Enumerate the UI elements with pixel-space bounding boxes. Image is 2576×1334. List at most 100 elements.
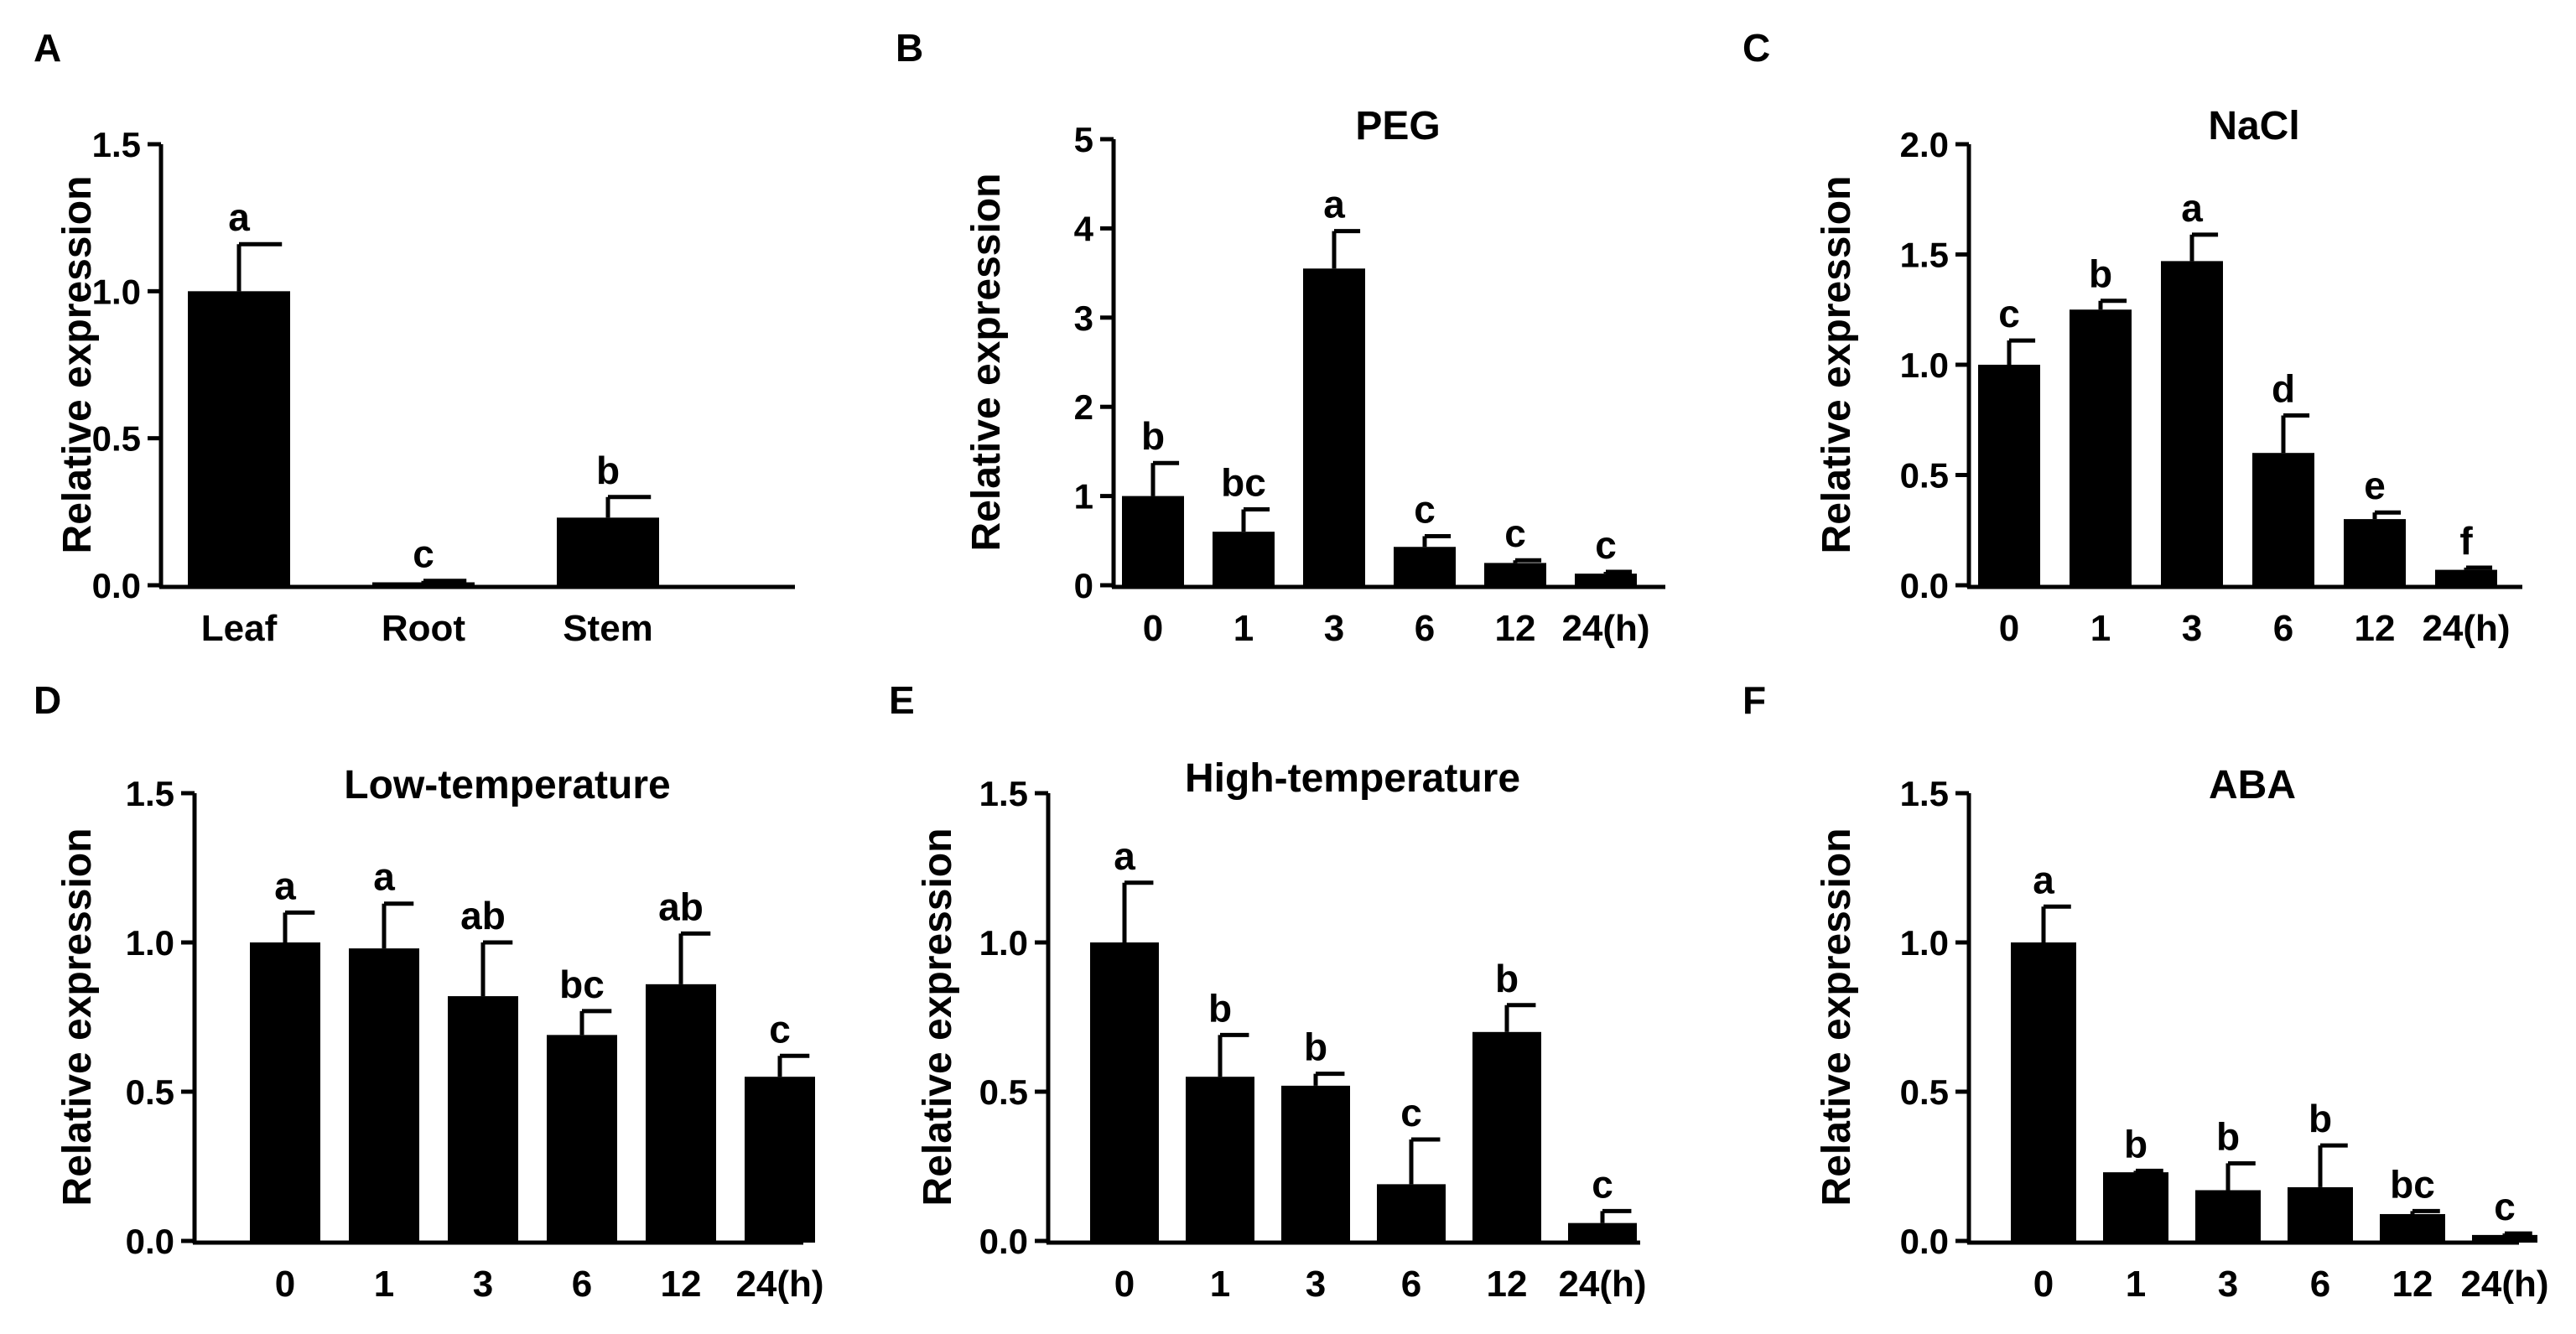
panel-f-y-tick-label: 1.5 xyxy=(1900,774,1949,813)
panel-c-title: NaCl xyxy=(2208,104,2299,148)
panel-d-x-tick-label: 3 xyxy=(473,1264,493,1305)
panel-c-bar xyxy=(2252,453,2314,587)
panel-b-bar xyxy=(1484,563,1546,587)
panel-e-x-tick-label: 6 xyxy=(1401,1264,1421,1305)
panel-e-significance-letter: b xyxy=(1208,986,1232,1030)
panel-b-y-tick-label: 2 xyxy=(1074,387,1093,427)
panel-d-x-tick-label: 6 xyxy=(572,1264,592,1305)
panel-a-y-tick-label: 0.5 xyxy=(92,419,141,459)
panel-c-bar xyxy=(2070,309,2132,587)
panel-b-title: PEG xyxy=(1355,104,1440,148)
panel-e-y-axis-label: Relative expression xyxy=(916,828,960,1207)
panel-e-bar xyxy=(1090,942,1159,1243)
panel-f-significance-letter: b xyxy=(2124,1122,2148,1165)
panel-d-x-tick-label: 0 xyxy=(275,1264,295,1305)
panel-e-significance-letter: c xyxy=(1592,1162,1613,1206)
panel-f-significance-letter: a xyxy=(2033,858,2054,901)
panel-f-bar xyxy=(2472,1234,2537,1243)
panel-e-significance-letter: b xyxy=(1495,957,1519,1000)
panel-c-bar xyxy=(2435,569,2497,587)
panel-e-x-tick-label: 12 xyxy=(1487,1264,1528,1305)
panel-c-y-tick-label: 1.5 xyxy=(1900,236,1949,275)
panel-f-y-axis-label: Relative expression xyxy=(1815,828,1859,1207)
panel-b-x-tick-label: 24(h) xyxy=(1561,608,1649,649)
panel-f-y-tick-label: 0.0 xyxy=(1900,1222,1949,1261)
panel-b-significance-letter: c xyxy=(1504,511,1526,555)
panel-d-y-tick-label: 1.0 xyxy=(126,923,174,963)
panel-d-title: Low-temperature xyxy=(344,763,670,807)
panel-e-significance-letter: b xyxy=(1304,1025,1327,1069)
panel-e-significance-letter: c xyxy=(1400,1091,1422,1134)
panel-d-bar xyxy=(745,1077,815,1243)
panel-b-bar xyxy=(1122,496,1184,587)
panel-b-significance-letter: a xyxy=(1323,183,1345,226)
panel-f-x-tick-label: 1 xyxy=(2126,1264,2146,1305)
panel-b-x-tick-label: 3 xyxy=(1324,608,1344,649)
panel-d-x-tick-label: 24(h) xyxy=(735,1264,823,1305)
panel-b-significance-letter: c xyxy=(1595,523,1617,567)
panel-d-bar xyxy=(448,996,518,1243)
panel-f-y-tick-label: 0.5 xyxy=(1900,1072,1949,1112)
panel-b-significance-letter: b xyxy=(1141,414,1165,458)
panel-e-y-tick-label: 0.0 xyxy=(979,1222,1028,1261)
panel-f-significance-letter: b xyxy=(2309,1097,2332,1140)
panel-a-y-tick-label: 1.5 xyxy=(92,125,141,164)
panel-d-significance-letter: ab xyxy=(460,894,506,937)
panel-e-bar xyxy=(1186,1077,1254,1243)
panel-b-y-tick-label: 0 xyxy=(1074,566,1093,605)
panel-letter-c: C xyxy=(1742,26,1771,70)
panel-c-x-tick-label: 3 xyxy=(2182,608,2202,649)
panel-b-y-tick-label: 3 xyxy=(1074,298,1093,338)
panel-e-bar xyxy=(1281,1085,1350,1243)
panel-a-bar xyxy=(557,517,659,587)
panel-f-x-tick-label: 3 xyxy=(2218,1264,2238,1305)
panel-f-bar xyxy=(2103,1172,2168,1243)
panel-c-x-tick-label: 1 xyxy=(2090,608,2111,649)
panel-b-x-tick-label: 1 xyxy=(1233,608,1254,649)
panel-c-significance-letter: c xyxy=(1998,292,2020,335)
panel-e-x-tick-label: 24(h) xyxy=(1558,1264,1646,1305)
panel-d-y-axis-label: Relative expression xyxy=(55,828,100,1207)
panel-a-significance-letter: c xyxy=(413,532,434,576)
panel-b-y-tick-label: 4 xyxy=(1074,209,1094,248)
panel-a-significance-letter: a xyxy=(228,195,250,239)
panel-b-bar xyxy=(1394,547,1456,587)
panel-letter-b: B xyxy=(896,26,924,70)
panel-c-y-tick-label: 2.0 xyxy=(1900,125,1949,164)
panel-f-bar xyxy=(2380,1213,2445,1243)
panel-e-x-tick-label: 0 xyxy=(1114,1264,1135,1305)
panel-c-y-axis-label: Relative expression xyxy=(1815,176,1859,554)
panel-d-significance-letter: a xyxy=(373,855,395,899)
panel-a-y-axis-label: Relative expression xyxy=(55,176,100,554)
panel-b-significance-letter: c xyxy=(1414,487,1436,531)
panel-d-bar xyxy=(250,942,320,1243)
panel-f-x-tick-label: 0 xyxy=(2033,1264,2054,1305)
panel-a-x-tick-label: Stem xyxy=(563,608,653,649)
panel-f-significance-letter: b xyxy=(2216,1114,2240,1158)
panel-a-bar xyxy=(188,291,290,587)
panel-e-bar xyxy=(1472,1031,1541,1243)
panel-d-bar xyxy=(646,984,716,1243)
panel-b-bar xyxy=(1303,268,1365,587)
panel-d-y-tick-label: 0.5 xyxy=(126,1072,174,1112)
panel-b-y-tick-label: 1 xyxy=(1074,477,1093,516)
panel-d-significance-letter: c xyxy=(769,1007,791,1051)
panel-d-bar xyxy=(349,948,419,1243)
panel-f-y-tick-label: 1.0 xyxy=(1900,923,1949,963)
panel-c-y-tick-label: 0.0 xyxy=(1900,566,1949,605)
panel-b-y-tick-label: 5 xyxy=(1074,120,1093,159)
panel-e-y-tick-label: 1.5 xyxy=(979,774,1028,813)
panel-c-x-tick-label: 0 xyxy=(1999,608,2019,649)
panel-c-x-tick-label: 24(h) xyxy=(2422,608,2510,649)
panel-e-title: High-temperature xyxy=(1185,756,1520,801)
panel-b-y-axis-label: Relative expression xyxy=(964,174,1009,552)
panel-b-x-tick-label: 12 xyxy=(1495,608,1536,649)
panel-b-bar xyxy=(1575,574,1637,587)
panel-e-y-tick-label: 0.5 xyxy=(979,1072,1028,1112)
panel-d-y-tick-label: 0.0 xyxy=(126,1222,174,1261)
panel-d-bar xyxy=(547,1035,617,1243)
panel-letter-e: E xyxy=(889,678,915,722)
panel-f-title: ABA xyxy=(2209,763,2296,807)
panel-letter-a: A xyxy=(34,26,62,70)
panel-a-y-tick-label: 1.0 xyxy=(92,272,141,311)
